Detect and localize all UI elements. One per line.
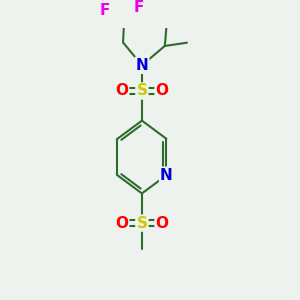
Text: O: O (115, 216, 128, 231)
Text: S: S (136, 216, 147, 231)
Text: S: S (136, 83, 147, 98)
Text: O: O (115, 83, 128, 98)
Text: N: N (160, 168, 173, 183)
Text: N: N (136, 58, 148, 73)
Text: F: F (134, 0, 144, 15)
Text: F: F (100, 3, 110, 18)
Text: O: O (156, 216, 169, 231)
Text: O: O (156, 83, 169, 98)
